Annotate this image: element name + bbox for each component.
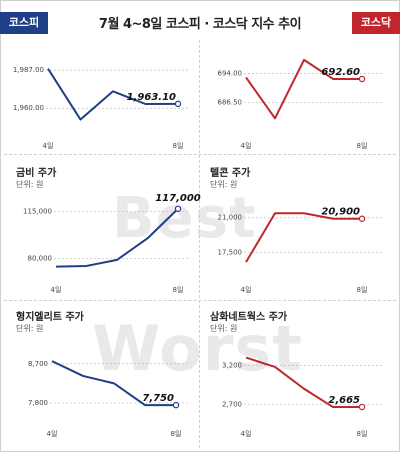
row-divider-2 [4, 300, 396, 302]
header: 코스피 7월 4~8일 코스피 · 코스닥 지수 추이 코스닥 [0, 0, 400, 40]
end-value-label-1: 692.60 [321, 67, 360, 78]
ytick-label-3-0: 21,000 [218, 214, 243, 222]
series-line-4 [51, 360, 176, 407]
xtick-label-0-0: 4일 [43, 141, 54, 150]
ytick-label-4-1: 7,800 [28, 399, 48, 407]
ytick-label-5-0: 3,200 [222, 361, 242, 369]
ytick-label-4-0: 8,700 [28, 360, 48, 368]
chart-unit-4: 단위: 원 [16, 323, 43, 333]
chart-title-2: 금비 주가 [16, 166, 57, 179]
xtick-label-5-1: 8일 [357, 429, 368, 438]
series-line-3 [245, 212, 362, 263]
ytick-label-1-1: 686.50 [218, 99, 243, 107]
row-divider-1 [4, 154, 396, 156]
chart-title-3: 텔콘 주가 [210, 166, 251, 179]
end-marker-0 [174, 100, 182, 108]
ytick-label-2-0: 115,000 [23, 207, 52, 215]
end-value-label-3: 20,900 [321, 207, 360, 218]
ytick-label-5-1: 2,700 [222, 400, 242, 408]
xtick-label-3-0: 4일 [241, 285, 252, 294]
end-marker-3 [358, 215, 366, 222]
end-value-label-5: 2,665 [328, 395, 360, 406]
chart-unit-2: 단위: 원 [16, 179, 43, 189]
chart-unit-5: 단위: 원 [210, 323, 237, 333]
page-title: 7월 4~8일 코스피 · 코스닥 지수 추이 [98, 17, 302, 32]
chart-title-4: 형지엘리트 주가 [16, 310, 85, 323]
ytick-label-0-0: 1,987.00 [13, 66, 44, 74]
ytick-label-3-1: 17,500 [218, 248, 243, 256]
end-value-label-0: 1,963.10 [127, 92, 176, 103]
xtick-label-4-1: 8일 [171, 429, 182, 438]
end-marker-4 [172, 401, 180, 409]
watermark-best: Best [112, 186, 257, 251]
chart-title-5: 삼화네트웍스 주가 [210, 310, 288, 323]
xtick-label-4-0: 4일 [47, 429, 58, 438]
ytick-label-0-1: 1,960.00 [13, 104, 44, 112]
watermark-worst: Worst [92, 312, 303, 385]
xtick-label-2-0: 4일 [51, 285, 62, 294]
end-value-label-4: 7,750 [142, 393, 174, 404]
series-line-1 [245, 58, 362, 120]
xtick-label-3-1: 8일 [357, 285, 368, 294]
end-marker-2 [174, 205, 182, 212]
end-marker-1 [358, 75, 366, 83]
ytick-label-2-1: 80,000 [28, 255, 53, 263]
xtick-label-2-1: 8일 [173, 285, 184, 294]
series-line-2 [55, 208, 179, 268]
series-line-0 [47, 68, 179, 121]
xtick-label-1-1: 8일 [357, 141, 368, 150]
end-value-label-2: 117,000 [155, 193, 201, 204]
vertical-divider [199, 40, 201, 448]
chart-unit-3: 단위: 원 [210, 179, 237, 189]
kospi-tag: 코스피 [0, 12, 48, 34]
kosdaq-tag: 코스닥 [352, 12, 400, 34]
end-marker-5 [358, 403, 366, 411]
series-line-5 [245, 356, 362, 409]
ytick-label-1-0: 694.00 [218, 70, 243, 78]
xtick-label-1-0: 4일 [241, 141, 252, 150]
xtick-label-0-1: 8일 [173, 141, 184, 150]
xtick-label-5-0: 4일 [241, 429, 252, 438]
